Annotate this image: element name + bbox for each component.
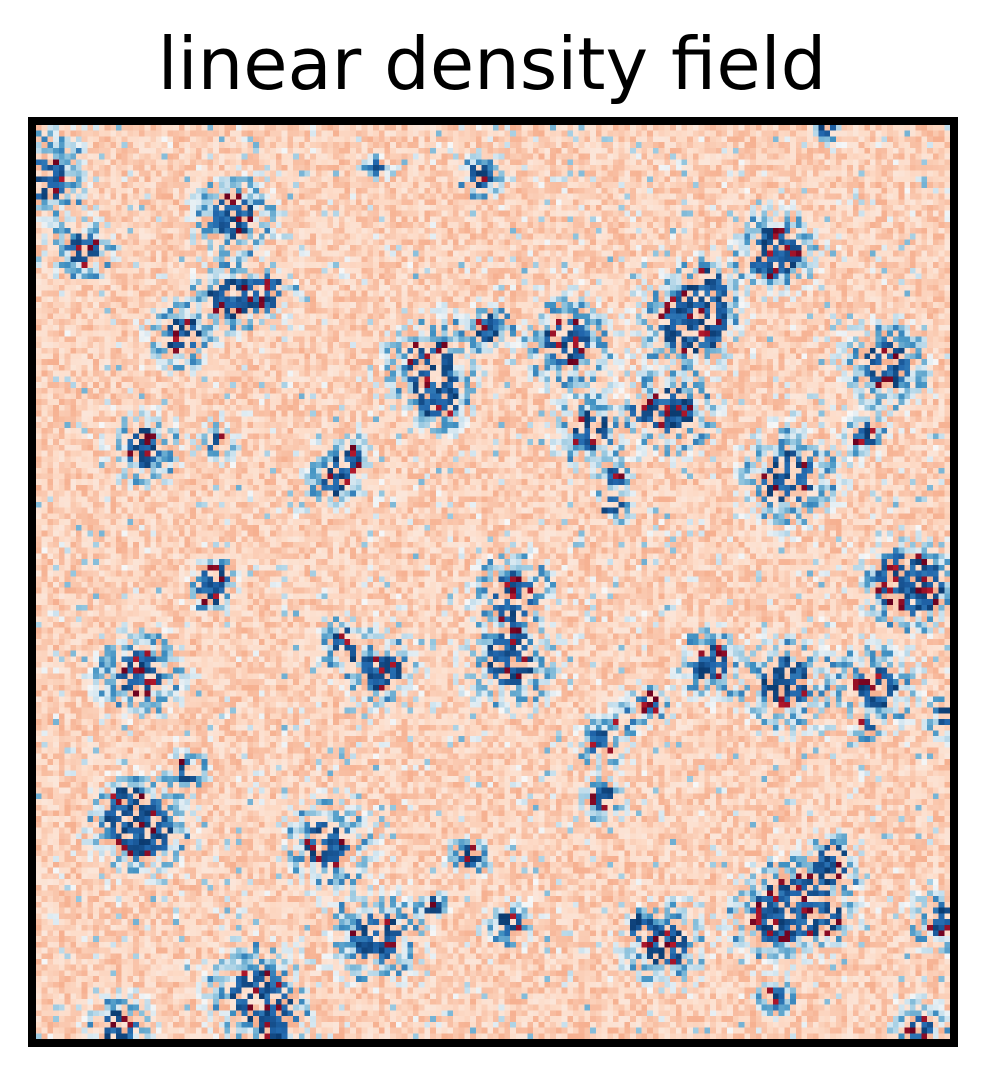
heatmap-frame — [28, 117, 958, 1047]
chart-title: linear density field — [157, 22, 827, 106]
density-heatmap — [36, 125, 950, 1039]
